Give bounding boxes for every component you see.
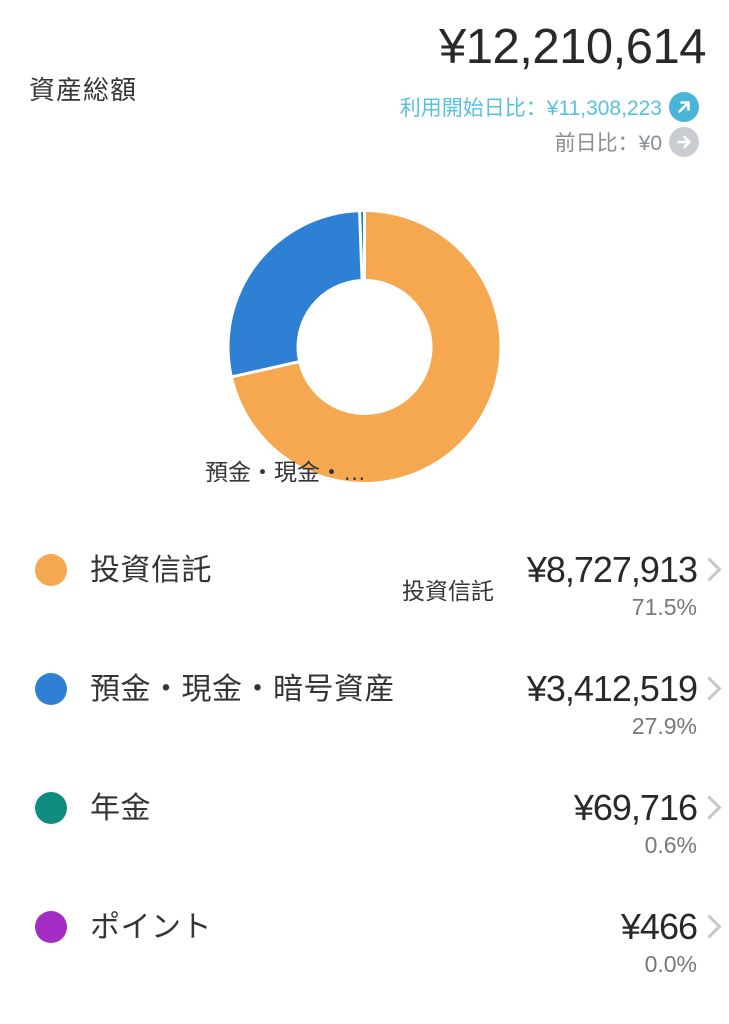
up-right-arrow-icon[interactable] bbox=[669, 92, 699, 122]
since-start-comparison: 利用開始日比：¥11,308,223 bbox=[400, 92, 699, 122]
asset-row-deposits-cash-crypto[interactable]: 預金・現金・暗号資産 ¥3,412,519 27.9% bbox=[0, 627, 729, 746]
prev-day-comparison-label: 前日比：¥0 bbox=[554, 132, 662, 155]
donut-slice-1[interactable] bbox=[229, 212, 363, 377]
asset-allocation-donut-chart: 預金・現金・… 投資信託 bbox=[0, 180, 729, 604]
chevron-right-icon[interactable] bbox=[697, 914, 722, 939]
asset-row-points[interactable]: ポイント ¥466 0.0% bbox=[0, 865, 729, 984]
slice-separator bbox=[358, 210, 364, 283]
total-assets-amount: ¥12,210,614 bbox=[439, 20, 707, 74]
chevron-right-icon[interactable] bbox=[697, 795, 722, 820]
asset-percent: 71.5% bbox=[631, 594, 697, 620]
chevron-right-icon[interactable] bbox=[697, 557, 722, 582]
chart-label-investment-trust: 投資信託 bbox=[402, 578, 494, 604]
asset-value: ¥466 bbox=[620, 906, 698, 947]
chart-label-deposits: 預金・現金・… bbox=[205, 459, 366, 485]
asset-row-pension[interactable]: 年金 ¥69,716 0.6% bbox=[0, 746, 729, 865]
asset-label: 投資信託 bbox=[90, 554, 212, 587]
asset-row-investment-trust[interactable]: 投資信託 ¥8,727,913 71.5% bbox=[0, 508, 729, 627]
slice-separator bbox=[230, 359, 302, 379]
asset-color-dot bbox=[35, 911, 67, 943]
right-arrow-icon[interactable] bbox=[669, 127, 699, 157]
asset-label: 年金 bbox=[90, 792, 151, 825]
asset-value: ¥69,716 bbox=[573, 787, 698, 828]
asset-color-dot bbox=[35, 673, 67, 705]
asset-color-dot bbox=[35, 554, 67, 586]
asset-color-dot bbox=[35, 792, 67, 824]
asset-label: 預金・現金・暗号資産 bbox=[90, 673, 395, 706]
header: 資産総額 ¥12,210,614 利用開始日比：¥11,308,223 前日比：… bbox=[0, 0, 729, 180]
asset-percent: 27.9% bbox=[631, 713, 697, 739]
asset-percent: 0.0% bbox=[644, 951, 697, 977]
total-assets-title: 資産総額 bbox=[29, 75, 138, 105]
since-start-comparison-label: 利用開始日比：¥11,308,223 bbox=[399, 97, 662, 120]
asset-label: ポイント bbox=[90, 911, 212, 944]
prev-day-comparison: 前日比：¥0 bbox=[555, 127, 699, 157]
chevron-right-icon[interactable] bbox=[697, 676, 722, 701]
asset-value: ¥8,727,913 bbox=[526, 549, 698, 590]
donut-chart-svg bbox=[229, 209, 500, 482]
asset-percent: 0.6% bbox=[644, 832, 697, 858]
donut-slice-0[interactable] bbox=[232, 212, 500, 482]
asset-value: ¥3,412,519 bbox=[526, 668, 698, 709]
